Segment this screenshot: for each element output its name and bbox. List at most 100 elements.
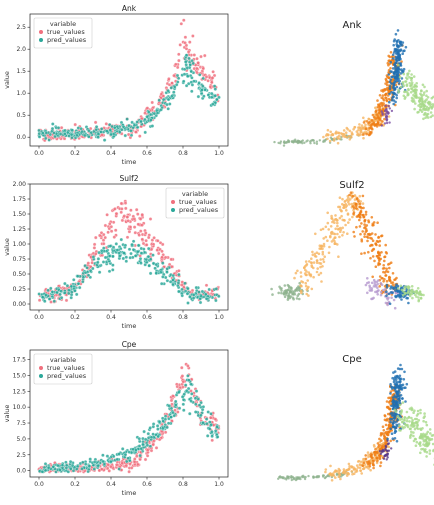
cell-point-mid (346, 232, 349, 235)
cell-point-blue (394, 426, 398, 430)
cell-point-blue (407, 301, 410, 305)
data-point-pred-values (70, 463, 75, 468)
data-point-true-values (167, 83, 172, 87)
cell-point-branch (405, 419, 409, 423)
data-point-pred-values (177, 272, 181, 277)
cell-point-mid (324, 235, 328, 239)
cell-point-late (376, 221, 379, 224)
cell-point-blue (396, 54, 400, 58)
cell-point-branch (416, 111, 419, 114)
cell-point-branch (403, 426, 407, 429)
data-point-true-values (195, 56, 199, 61)
cell-point-late (378, 244, 382, 247)
cell-point-mid (350, 133, 354, 136)
cell-point-mid (334, 236, 337, 239)
data-point-pred-values (101, 260, 106, 264)
data-point-true-values (177, 52, 181, 57)
data-point-true-values (171, 394, 175, 398)
cell-point-blue (395, 58, 398, 62)
cell-point-late (387, 430, 391, 434)
x-tick-label: 0.0 (34, 314, 44, 321)
data-point-pred-values (182, 408, 186, 412)
cell-point-late (352, 206, 356, 210)
cell-point-mid (341, 197, 344, 201)
cell-point-mid (315, 270, 319, 274)
data-point-pred-values (138, 256, 143, 261)
data-point-pred-values (136, 249, 140, 254)
data-point-pred-values (91, 266, 95, 271)
data-point-true-values (100, 467, 104, 471)
data-point-pred-values (204, 292, 208, 297)
data-point-pred-values (197, 81, 201, 85)
data-point-pred-values (131, 247, 136, 252)
data-point-pred-values (129, 133, 134, 138)
data-point-true-values (184, 47, 189, 51)
data-point-pred-values (107, 122, 112, 127)
data-point-pred-values (120, 447, 125, 451)
data-point-pred-values (97, 270, 102, 274)
data-point-true-values (182, 18, 186, 22)
cell-point-late (382, 429, 386, 432)
data-point-pred-values (171, 282, 175, 287)
cell-point-late (387, 76, 391, 80)
cell-point-purple (373, 282, 377, 286)
cell-point-late (361, 194, 365, 198)
cell-point-mid (364, 465, 368, 469)
cell-point-purple (385, 110, 389, 113)
cell-point-late (367, 133, 371, 137)
cell-point-branch (405, 417, 409, 420)
cell-point-mid (324, 468, 328, 471)
data-point-pred-values (197, 403, 202, 407)
cell-point-mid (356, 460, 360, 463)
data-point-true-values (109, 229, 114, 233)
cell-point-late (384, 423, 388, 427)
cell-point-blue (397, 39, 400, 42)
cell-point-late (380, 89, 383, 92)
cell-point-branch (424, 420, 428, 424)
data-point-pred-values (138, 453, 142, 458)
cell-point-early (283, 295, 287, 299)
cell-point-early (322, 475, 325, 478)
data-point-pred-values (214, 298, 218, 303)
cell-point-branch (425, 455, 428, 458)
data-point-pred-values (59, 295, 64, 300)
scatter-panel-2: Sulf2 0.0 0.2 0.4 0.6 0.8 1.0 0.00 0.25 0.50 0.75 1… (3, 174, 229, 330)
data-point-true-values (213, 417, 218, 421)
data-point-pred-values (43, 468, 48, 473)
x-tick-label: 0.0 (34, 481, 44, 488)
cell-point-blue (387, 73, 391, 76)
data-point-pred-values (117, 130, 122, 134)
cell-point-late (376, 459, 379, 463)
cell-point-branch (413, 107, 416, 111)
cell-point-early (326, 474, 329, 478)
cell-point-mid (319, 258, 323, 261)
data-point-pred-values (201, 76, 205, 81)
cell-point-late (393, 278, 396, 282)
data-point-pred-values (63, 281, 67, 286)
data-point-pred-values (190, 392, 194, 396)
cell-point-blue (385, 294, 388, 298)
cell-point-blue (392, 92, 396, 95)
cell-point-blue (390, 432, 394, 436)
cell-point-mid (355, 468, 358, 472)
data-point-pred-values (165, 278, 170, 283)
cell-point-blue (390, 417, 394, 421)
cell-point-late (378, 259, 381, 263)
data-point-pred-values (185, 291, 190, 296)
data-point-pred-values (198, 297, 202, 301)
data-point-pred-values (182, 392, 187, 396)
data-point-pred-values (166, 97, 171, 102)
data-point-pred-values (198, 73, 202, 77)
cell-point-mid (306, 279, 310, 282)
data-point-pred-values (189, 69, 194, 74)
x-tick-label: 0.2 (70, 150, 80, 157)
cell-point-branch (416, 424, 419, 428)
cell-point-mid (329, 225, 333, 228)
cell-point-blue (388, 85, 392, 88)
data-point-pred-values (83, 270, 88, 275)
data-point-pred-values (130, 242, 134, 247)
cell-point-late (379, 461, 383, 464)
cell-point-purple (388, 121, 391, 124)
